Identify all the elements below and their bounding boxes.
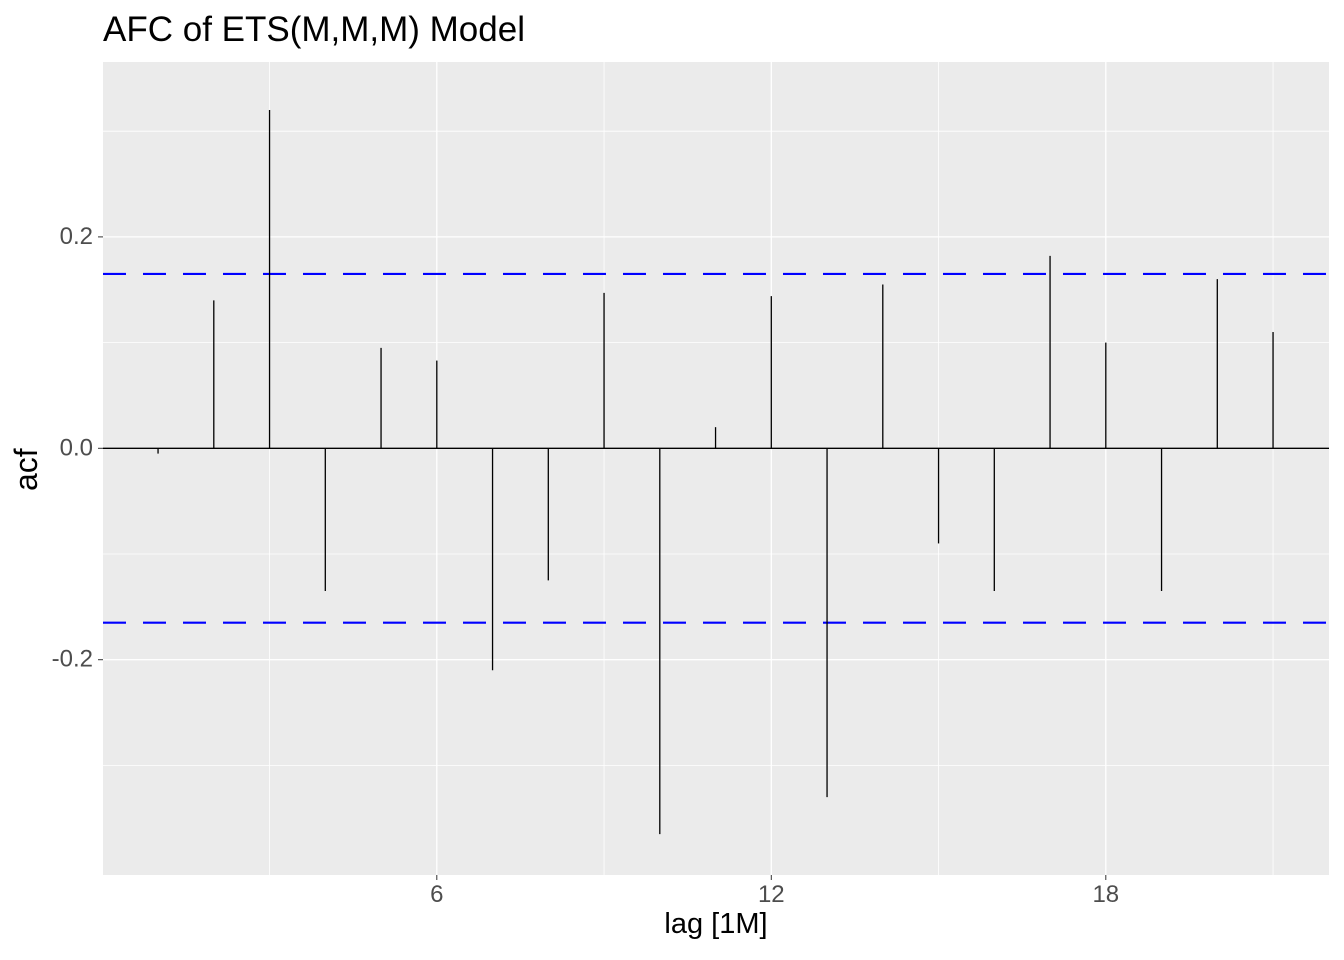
svg-text:0.0: 0.0 xyxy=(60,434,93,461)
svg-text:0.2: 0.2 xyxy=(60,223,93,250)
svg-text:-0.2: -0.2 xyxy=(52,646,93,673)
svg-text:12: 12 xyxy=(758,881,785,908)
svg-text:6: 6 xyxy=(430,881,443,908)
svg-text:18: 18 xyxy=(1092,881,1119,908)
